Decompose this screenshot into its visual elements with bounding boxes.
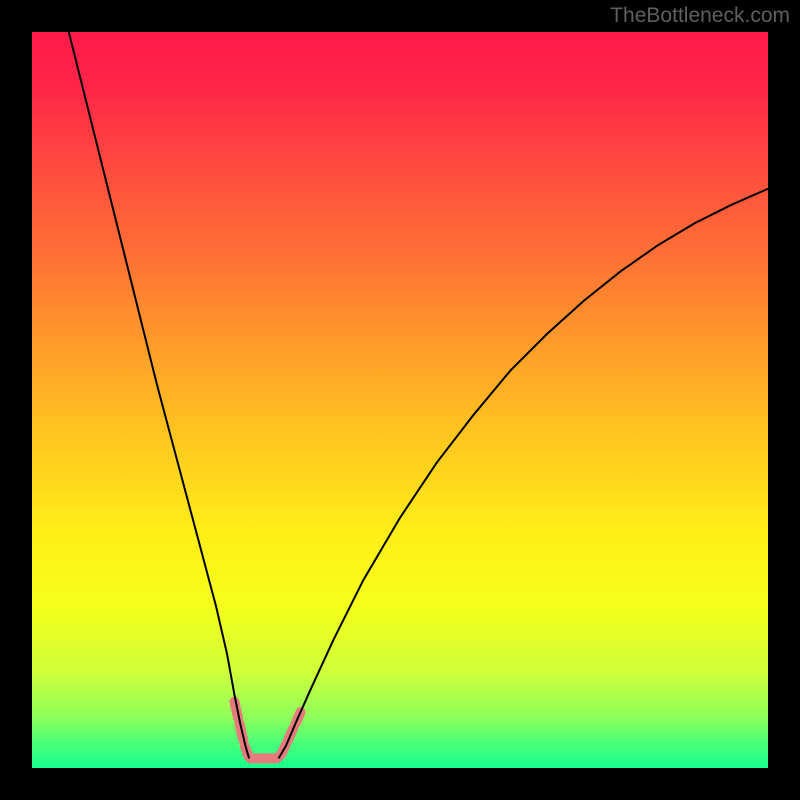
plot-area (32, 32, 768, 768)
watermark-text: TheBottleneck.com (610, 4, 790, 28)
right-curve (279, 189, 768, 759)
left-curve (69, 32, 249, 758)
highlight-segments (234, 702, 300, 759)
plot-curves (32, 32, 768, 768)
canvas-root: TheBottleneck.com (0, 0, 800, 800)
